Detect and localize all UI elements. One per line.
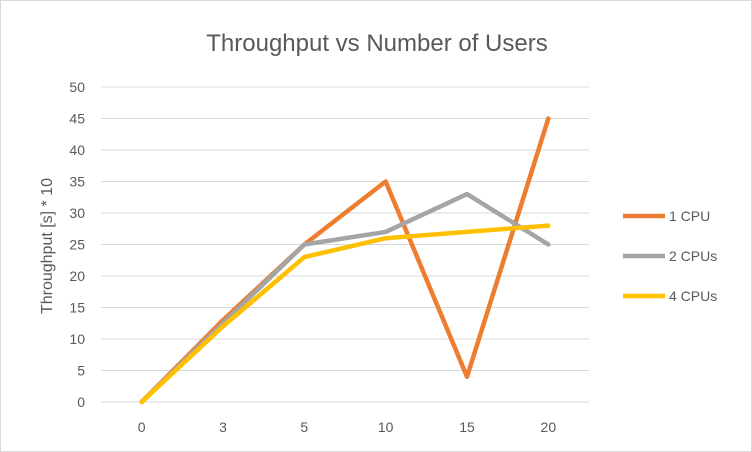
y-tick-label: 30 <box>69 205 85 221</box>
y-tick-label: 20 <box>69 268 85 284</box>
chart-title: Throughput vs Number of Users <box>206 30 547 57</box>
y-tick-label: 0 <box>77 394 85 410</box>
y-tick-labels: 0 5 10 15 20 25 30 35 40 45 50 <box>69 79 85 410</box>
x-tick-label: 20 <box>541 419 557 435</box>
y-tick-label: 35 <box>69 174 85 190</box>
y-axis-label: Throughput [s] * 10 <box>39 178 56 314</box>
series-line-3 <box>139 223 551 405</box>
legend-label: 1 CPU <box>669 208 710 224</box>
x-tick-labels: 0 3 5 10 15 20 <box>138 419 557 435</box>
legend-label: 4 CPUs <box>669 288 717 304</box>
x-tick-label: 3 <box>219 419 227 435</box>
gridlines <box>101 86 589 403</box>
x-tick-label: 15 <box>459 419 475 435</box>
series-line-1 <box>139 116 551 405</box>
y-tick-label: 25 <box>69 237 85 253</box>
x-tick-label: 5 <box>300 419 308 435</box>
x-tick-label: 10 <box>378 419 394 435</box>
y-tick-label: 45 <box>69 111 85 127</box>
y-tick-label: 40 <box>69 142 85 158</box>
legend: 1 CPU 2 CPUs 4 CPUs <box>623 208 717 304</box>
y-tick-label: 50 <box>69 79 85 95</box>
series-lines <box>139 116 551 405</box>
x-tick-label: 0 <box>138 419 146 435</box>
legend-label: 2 CPUs <box>669 248 717 264</box>
y-tick-label: 10 <box>69 331 85 347</box>
y-tick-label: 15 <box>69 300 85 316</box>
y-tick-label: 5 <box>77 363 85 379</box>
